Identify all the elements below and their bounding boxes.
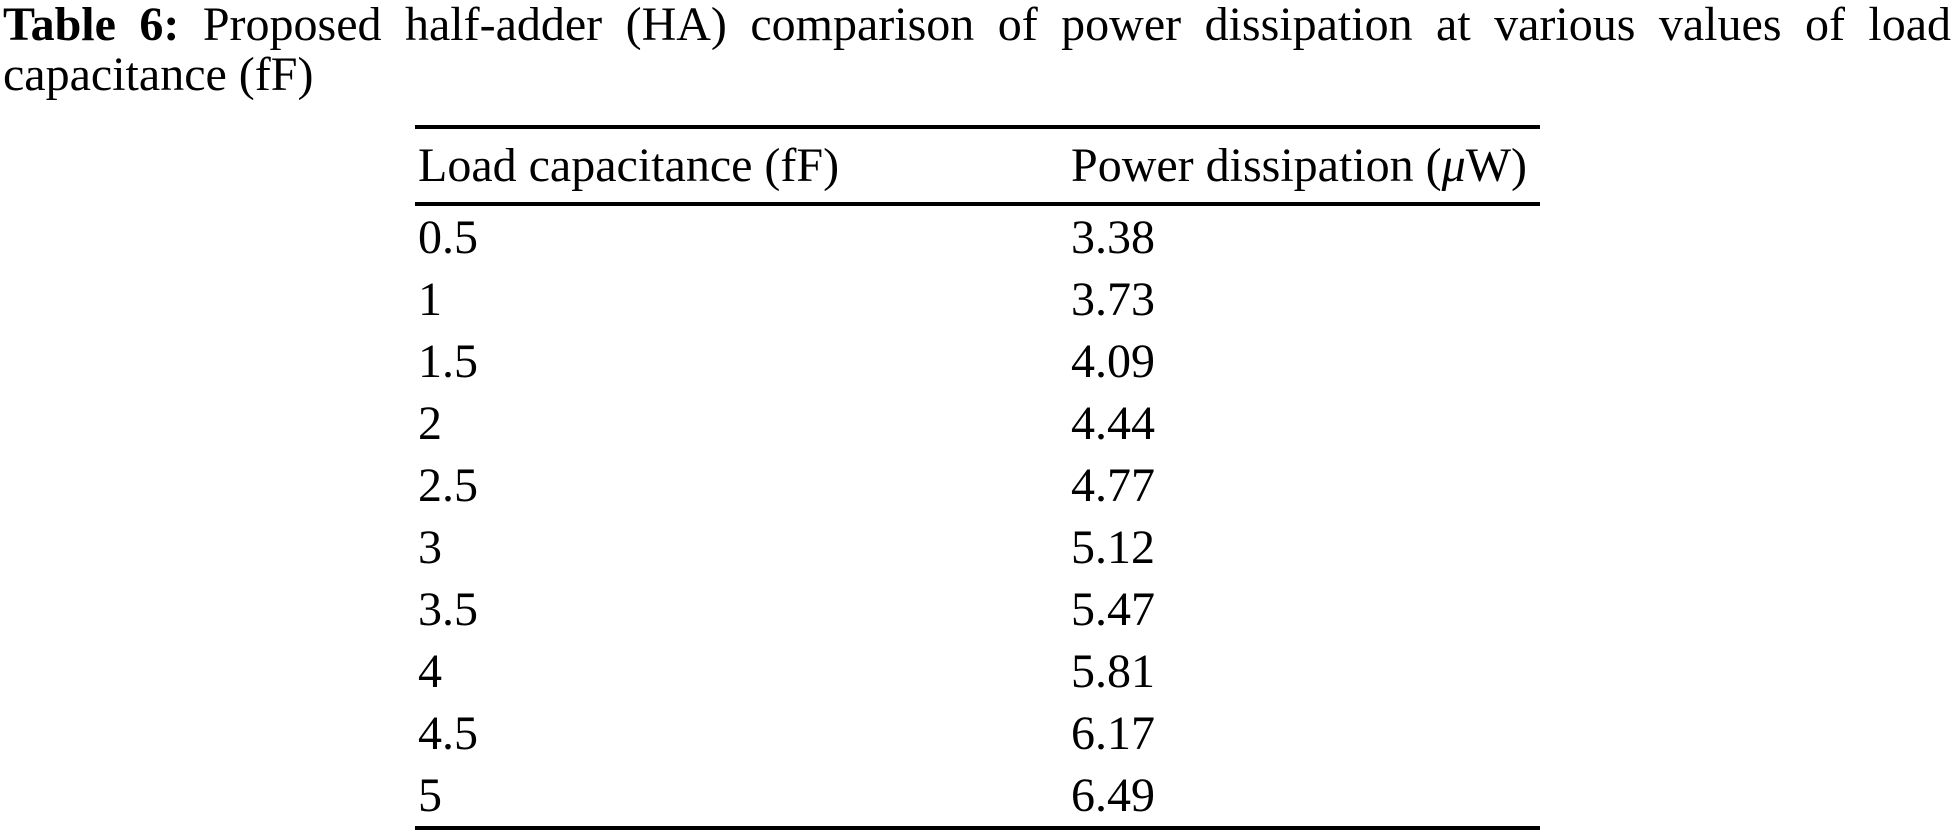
load-capacitance-cell: 3.5 bbox=[418, 582, 478, 636]
table-row: 2 4.44 bbox=[415, 392, 1540, 454]
power-dissipation-cell: 5.81 bbox=[1071, 644, 1155, 698]
power-dissipation-header: Power dissipation (μW) bbox=[1068, 127, 1540, 206]
power-dissipation-cell: 4.44 bbox=[1071, 396, 1155, 450]
table-caption-line1: Table 6: Proposed half-adder (HA) compar… bbox=[3, 0, 1951, 50]
load-capacitance-header: Load capacitance (fF) bbox=[415, 127, 1068, 206]
table-row: 5 6.49 bbox=[415, 764, 1540, 828]
table-caption-label: Table 6: bbox=[3, 0, 180, 51]
table-row: 4 5.81 bbox=[415, 640, 1540, 702]
power-dissipation-cell: 5.12 bbox=[1071, 520, 1155, 574]
table-row: 0.5 3.38 bbox=[415, 204, 1540, 268]
load-capacitance-cell: 0.5 bbox=[418, 210, 478, 264]
data-table: Load capacitance (fF) Power dissipation … bbox=[415, 125, 1540, 830]
power-dissipation-cell: 3.38 bbox=[1071, 210, 1155, 264]
table-caption: Table 6: Proposed half-adder (HA) compar… bbox=[3, 0, 1951, 100]
table-caption-text: Proposed half-adder (HA) comparison of p… bbox=[202, 0, 1952, 51]
table-row: 2.5 4.77 bbox=[415, 454, 1540, 516]
load-capacitance-cell: 3 bbox=[418, 520, 442, 574]
power-dissipation-cell: 5.47 bbox=[1071, 582, 1155, 636]
load-capacitance-cell: 4 bbox=[418, 644, 442, 698]
load-capacitance-cell: 4.5 bbox=[418, 706, 478, 760]
power-dissipation-cell: 4.77 bbox=[1071, 458, 1155, 512]
load-capacitance-cell: 2 bbox=[418, 396, 442, 450]
table-row: 1 3.73 bbox=[415, 268, 1540, 330]
load-capacitance-cell: 5 bbox=[418, 768, 442, 822]
table-row: 1.5 4.09 bbox=[415, 330, 1540, 392]
power-dissipation-cell: 6.49 bbox=[1071, 768, 1155, 822]
table-caption-line2: capacitance (fF) bbox=[3, 48, 314, 101]
power-header-prefix: Power dissipation ( bbox=[1071, 139, 1442, 192]
load-capacitance-cell: 1 bbox=[418, 272, 442, 326]
table-row: 3.5 5.47 bbox=[415, 578, 1540, 640]
table-body: 0.5 3.38 1 3.73 1.5 4.09 2 4.44 2.5 4.77 3 5.12 3.5 5… bbox=[415, 204, 1540, 828]
power-dissipation-cell: 3.73 bbox=[1071, 272, 1155, 326]
power-dissipation-cell: 6.17 bbox=[1071, 706, 1155, 760]
load-capacitance-cell: 1.5 bbox=[418, 334, 478, 388]
table-header-row: Load capacitance (fF) Power dissipation … bbox=[415, 127, 1540, 206]
power-dissipation-cell: 4.09 bbox=[1071, 334, 1155, 388]
power-header-suffix: W) bbox=[1465, 139, 1528, 192]
table-row: 4.5 6.17 bbox=[415, 702, 1540, 764]
mu-symbol: μ bbox=[1441, 139, 1466, 192]
load-capacitance-cell: 2.5 bbox=[418, 458, 478, 512]
table-row: 3 5.12 bbox=[415, 516, 1540, 578]
